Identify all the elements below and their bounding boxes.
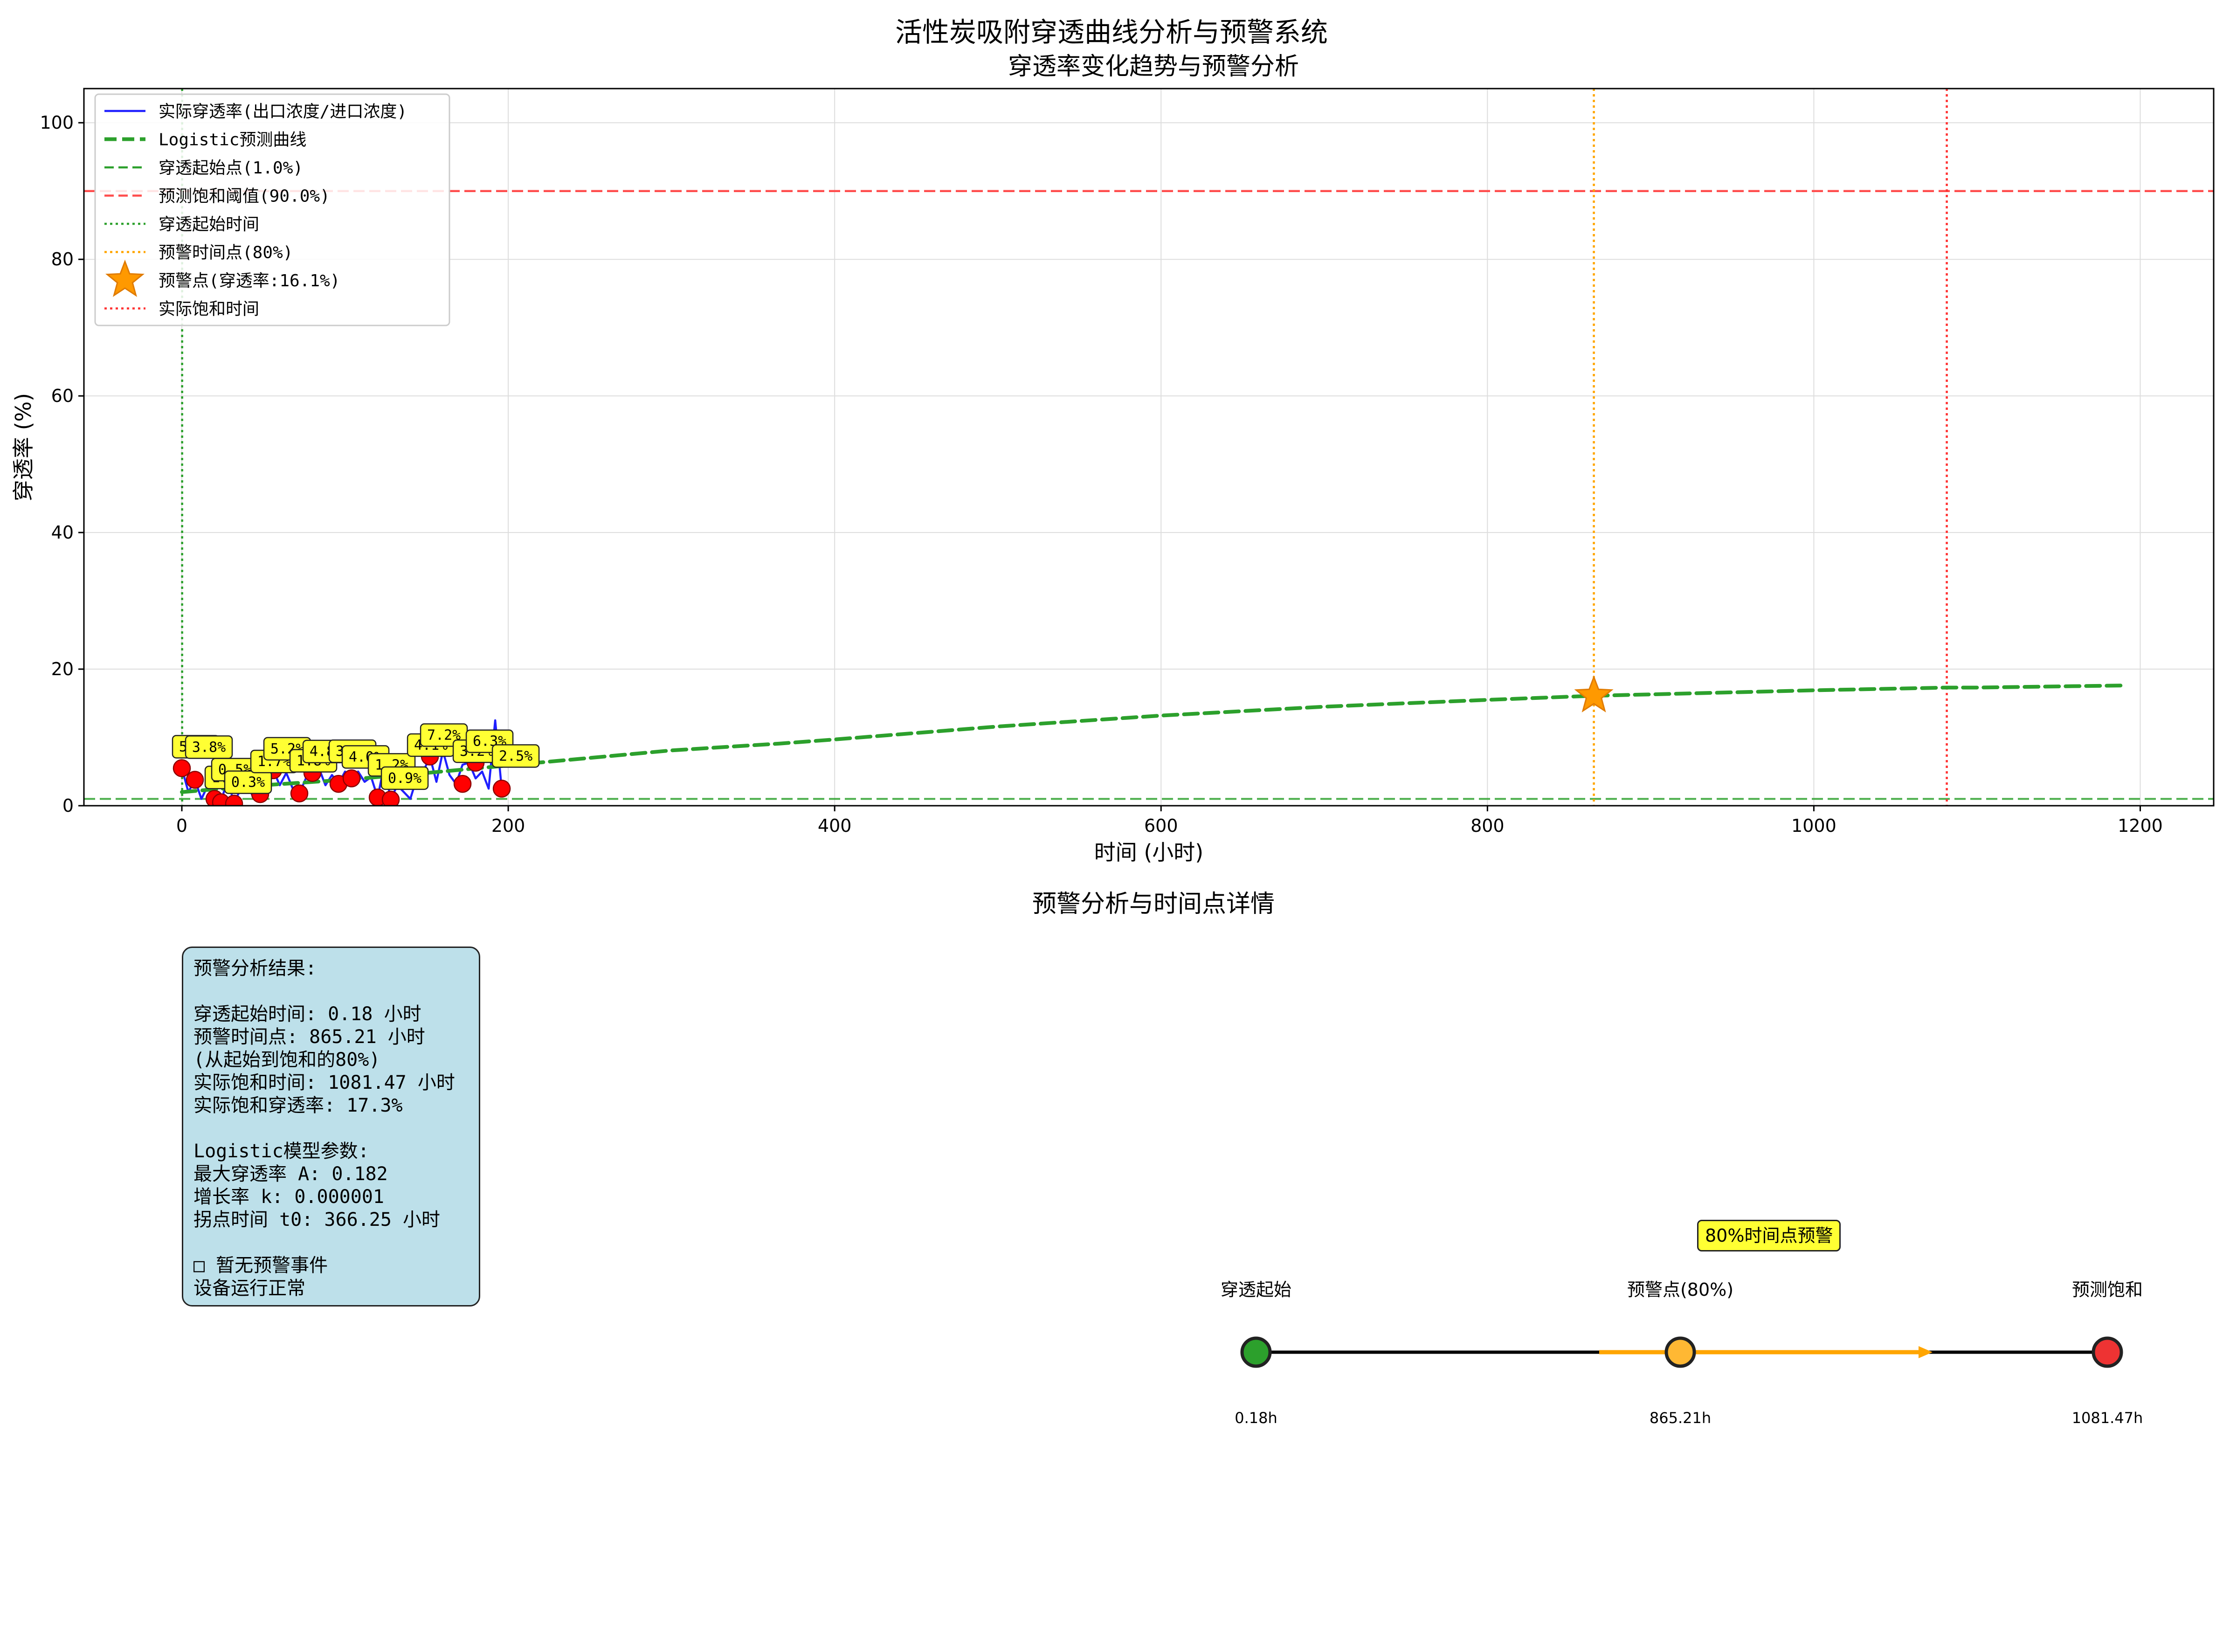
x-tick-label: 1000 bbox=[1791, 816, 1836, 836]
timeline-node-label-warning: 预警点(80%) bbox=[1627, 1279, 1734, 1300]
legend-item: 实际饱和时间 bbox=[104, 300, 259, 319]
data-label: 3.8% bbox=[185, 735, 233, 759]
data-point bbox=[186, 771, 204, 789]
data-point bbox=[381, 790, 400, 806]
x-tick-label: 1200 bbox=[2118, 816, 2163, 836]
x-axis-label: 时间 (小时) bbox=[1094, 840, 1204, 865]
legend-item: 预警时间点(80%) bbox=[104, 243, 293, 263]
data-point bbox=[173, 759, 191, 777]
data-label: 0.9% bbox=[380, 766, 429, 790]
timeline-node-label-saturation: 预测饱和 bbox=[2071, 1279, 2143, 1300]
legend-label: 实际穿透率(出口浓度/进口浓度) bbox=[159, 102, 407, 121]
data-point bbox=[225, 795, 243, 806]
legend-item: 穿透起始点(1.0%) bbox=[104, 159, 303, 178]
legend-item: Logistic预测曲线 bbox=[104, 131, 306, 150]
info-box-line: 设备运行正常 bbox=[193, 1278, 305, 1299]
warning-point-star bbox=[1574, 675, 1614, 712]
info-box-text: 预警分析结果: 穿透起始时间: 0.18 小时 预警时间点: 865.21 小时(… bbox=[193, 957, 469, 1300]
info-box-line: 穿透起始时间: 0.18 小时 bbox=[193, 1003, 421, 1025]
legend-item: 实际穿透率(出口浓度/进口浓度) bbox=[104, 102, 407, 121]
legend-label: 预警时间点(80%) bbox=[159, 243, 293, 263]
y-tick-label: 100 bbox=[40, 112, 74, 133]
timeline-node-time-warning: 865.21h bbox=[1649, 1409, 1712, 1427]
info-box-line: 增长率 k: 0.000001 bbox=[193, 1186, 384, 1208]
data-label-box bbox=[224, 770, 272, 794]
legend-box bbox=[94, 93, 450, 326]
data-point bbox=[492, 780, 511, 798]
data-label: 2.5% bbox=[491, 744, 540, 768]
data-point bbox=[342, 769, 361, 788]
legend-label: 预测饱和阈值(90.0%) bbox=[159, 187, 330, 206]
info-box-line: 拐点时间 t0: 366.25 小时 bbox=[193, 1209, 440, 1230]
timeline-graphics bbox=[1240, 1336, 2123, 1368]
x-tick-label: 0 bbox=[176, 816, 187, 836]
timeline-banner: 80%时间点预警 bbox=[1697, 1220, 1841, 1251]
data-label-text: 2.5% bbox=[499, 748, 532, 764]
timeline-node-time-saturation: 1081.47h bbox=[2071, 1409, 2143, 1427]
bottom-panel-title: 预警分析与时间点详情 bbox=[1032, 890, 1275, 918]
timeline-node bbox=[1240, 1336, 1272, 1368]
timeline-arrow-head bbox=[1919, 1346, 1933, 1358]
data-point bbox=[453, 774, 472, 793]
plot-frame bbox=[83, 88, 2215, 807]
y-tick-label: 40 bbox=[51, 522, 74, 543]
y-tick-label: 0 bbox=[62, 795, 74, 816]
legend-star-icon bbox=[105, 259, 145, 297]
y-axis-label: 穿透率 (%) bbox=[11, 393, 36, 501]
legend-label: 预警点(穿透率:16.1%) bbox=[159, 271, 340, 290]
info-box-line: 实际饱和穿透率: 17.3% bbox=[193, 1095, 403, 1116]
y-tick-label: 80 bbox=[51, 249, 74, 270]
suptitle: 活性炭吸附穿透曲线分析与预警系统 bbox=[895, 16, 1328, 48]
data-label-text: 0.3% bbox=[231, 774, 265, 791]
data-label: 0.3% bbox=[224, 770, 272, 794]
info-box-line: □ 暂无预警事件 bbox=[193, 1255, 328, 1276]
timeline-node-time-start: 0.18h bbox=[1235, 1409, 1277, 1427]
info-box-line: 实际饱和时间: 1081.47 小时 bbox=[193, 1072, 455, 1093]
x-tick-label: 600 bbox=[1144, 816, 1178, 836]
info-box-line: Logistic模型参数: bbox=[193, 1141, 369, 1162]
timeline-node bbox=[2092, 1336, 2123, 1368]
data-label-box bbox=[380, 766, 429, 790]
legend-item: 穿透起始时间 bbox=[104, 215, 259, 234]
legend-label: 穿透起始时间 bbox=[159, 215, 259, 234]
timeline-node-label-start: 穿透起始 bbox=[1220, 1279, 1291, 1300]
y-tick-label: 20 bbox=[51, 659, 74, 679]
data-label-text: 3.8% bbox=[192, 739, 226, 755]
info-box-line: (从起始到饱和的80%) bbox=[193, 1049, 380, 1071]
legend-item: 预警点(穿透率:16.1%) bbox=[105, 259, 340, 297]
data-label-box bbox=[491, 744, 540, 768]
timeline-node bbox=[1664, 1336, 1696, 1368]
y-tick-label: 60 bbox=[51, 386, 74, 406]
legend-label: 穿透起始点(1.0%) bbox=[159, 159, 303, 178]
x-tick-label: 800 bbox=[1470, 816, 1505, 836]
info-box: 预警分析结果: 穿透起始时间: 0.18 小时 预警时间点: 865.21 小时(… bbox=[182, 947, 480, 1306]
info-box-line: 预警分析结果: bbox=[193, 958, 317, 979]
x-tick-label: 400 bbox=[818, 816, 852, 836]
info-box-line: 最大穿透率 A: 0.182 bbox=[193, 1163, 388, 1185]
plot-area: 5.5%3.8%1.0%0.5%0.3%1.7%5.2%1.8%4.8%3.2%… bbox=[11, 88, 2215, 865]
legend-item: 预测饱和阈值(90.0%) bbox=[104, 187, 330, 206]
data-point bbox=[290, 784, 309, 802]
legend-label: Logistic预测曲线 bbox=[159, 131, 306, 150]
top-plot-title: 穿透率变化趋势与预警分析 bbox=[1008, 53, 1299, 81]
data-label-box bbox=[185, 735, 233, 759]
data-label-text: 0.9% bbox=[388, 770, 421, 787]
legend-label: 实际饱和时间 bbox=[159, 300, 259, 319]
info-box-line: 预警时间点: 865.21 小时 bbox=[193, 1026, 425, 1048]
x-tick-label: 200 bbox=[491, 816, 525, 836]
